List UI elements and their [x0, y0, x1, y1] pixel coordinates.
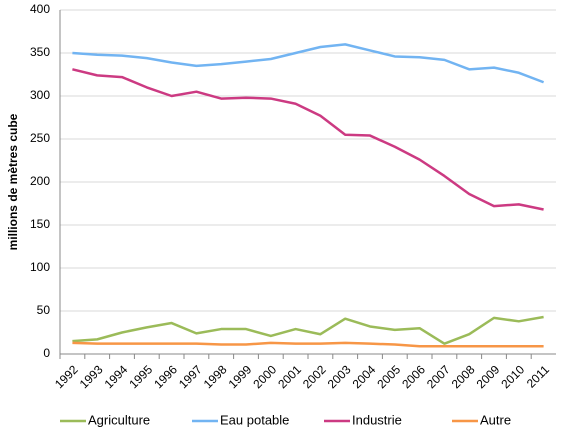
series-line [72, 43, 545, 84]
y-tick-label: 300 [30, 88, 50, 102]
legend-label: Agriculture [88, 412, 150, 427]
x-tick-label: 2011 [524, 362, 552, 390]
y-tick-label: 250 [30, 131, 50, 145]
x-tick-label: 1995 [126, 362, 155, 391]
y-tick-label: 0 [43, 346, 50, 360]
x-tick-label: 2000 [250, 362, 279, 391]
x-tick-label: 2005 [374, 362, 403, 391]
x-tick-label: 1999 [226, 362, 255, 391]
x-tick-label: 2007 [424, 362, 453, 391]
x-tick-label: 2002 [300, 362, 329, 391]
x-tick-label: 1993 [77, 362, 106, 391]
y-tick-label: 200 [30, 174, 50, 188]
x-tick-label: 1998 [201, 362, 230, 391]
y-tick-label: 150 [30, 217, 50, 231]
legend-label: Industrie [352, 412, 402, 427]
series-line [72, 341, 544, 348]
x-tick-label: 2004 [350, 362, 379, 391]
x-tick-label: 2009 [474, 362, 503, 391]
x-tick-label: 2008 [449, 362, 478, 391]
legend-label: Autre [480, 412, 511, 427]
x-tick-label: 1994 [102, 362, 131, 391]
x-tick-label: 2003 [325, 362, 354, 391]
x-tick-label: 2006 [399, 362, 428, 391]
legend-label: Eau potable [220, 412, 289, 427]
y-tick-label: 350 [30, 45, 50, 59]
y-tick-label: 100 [30, 260, 50, 274]
series-line [72, 68, 544, 211]
y-tick-label: 400 [30, 2, 50, 16]
y-axis-label: millions de mètres cube [6, 113, 20, 250]
x-tick-label: 1992 [52, 362, 81, 391]
y-tick-label: 50 [37, 303, 51, 317]
x-tick-label: 1996 [151, 362, 180, 391]
x-tick-label: 1997 [176, 362, 205, 391]
x-tick-label: 2010 [498, 362, 527, 391]
x-tick-label: 2001 [275, 362, 304, 391]
series-line [72, 315, 544, 345]
